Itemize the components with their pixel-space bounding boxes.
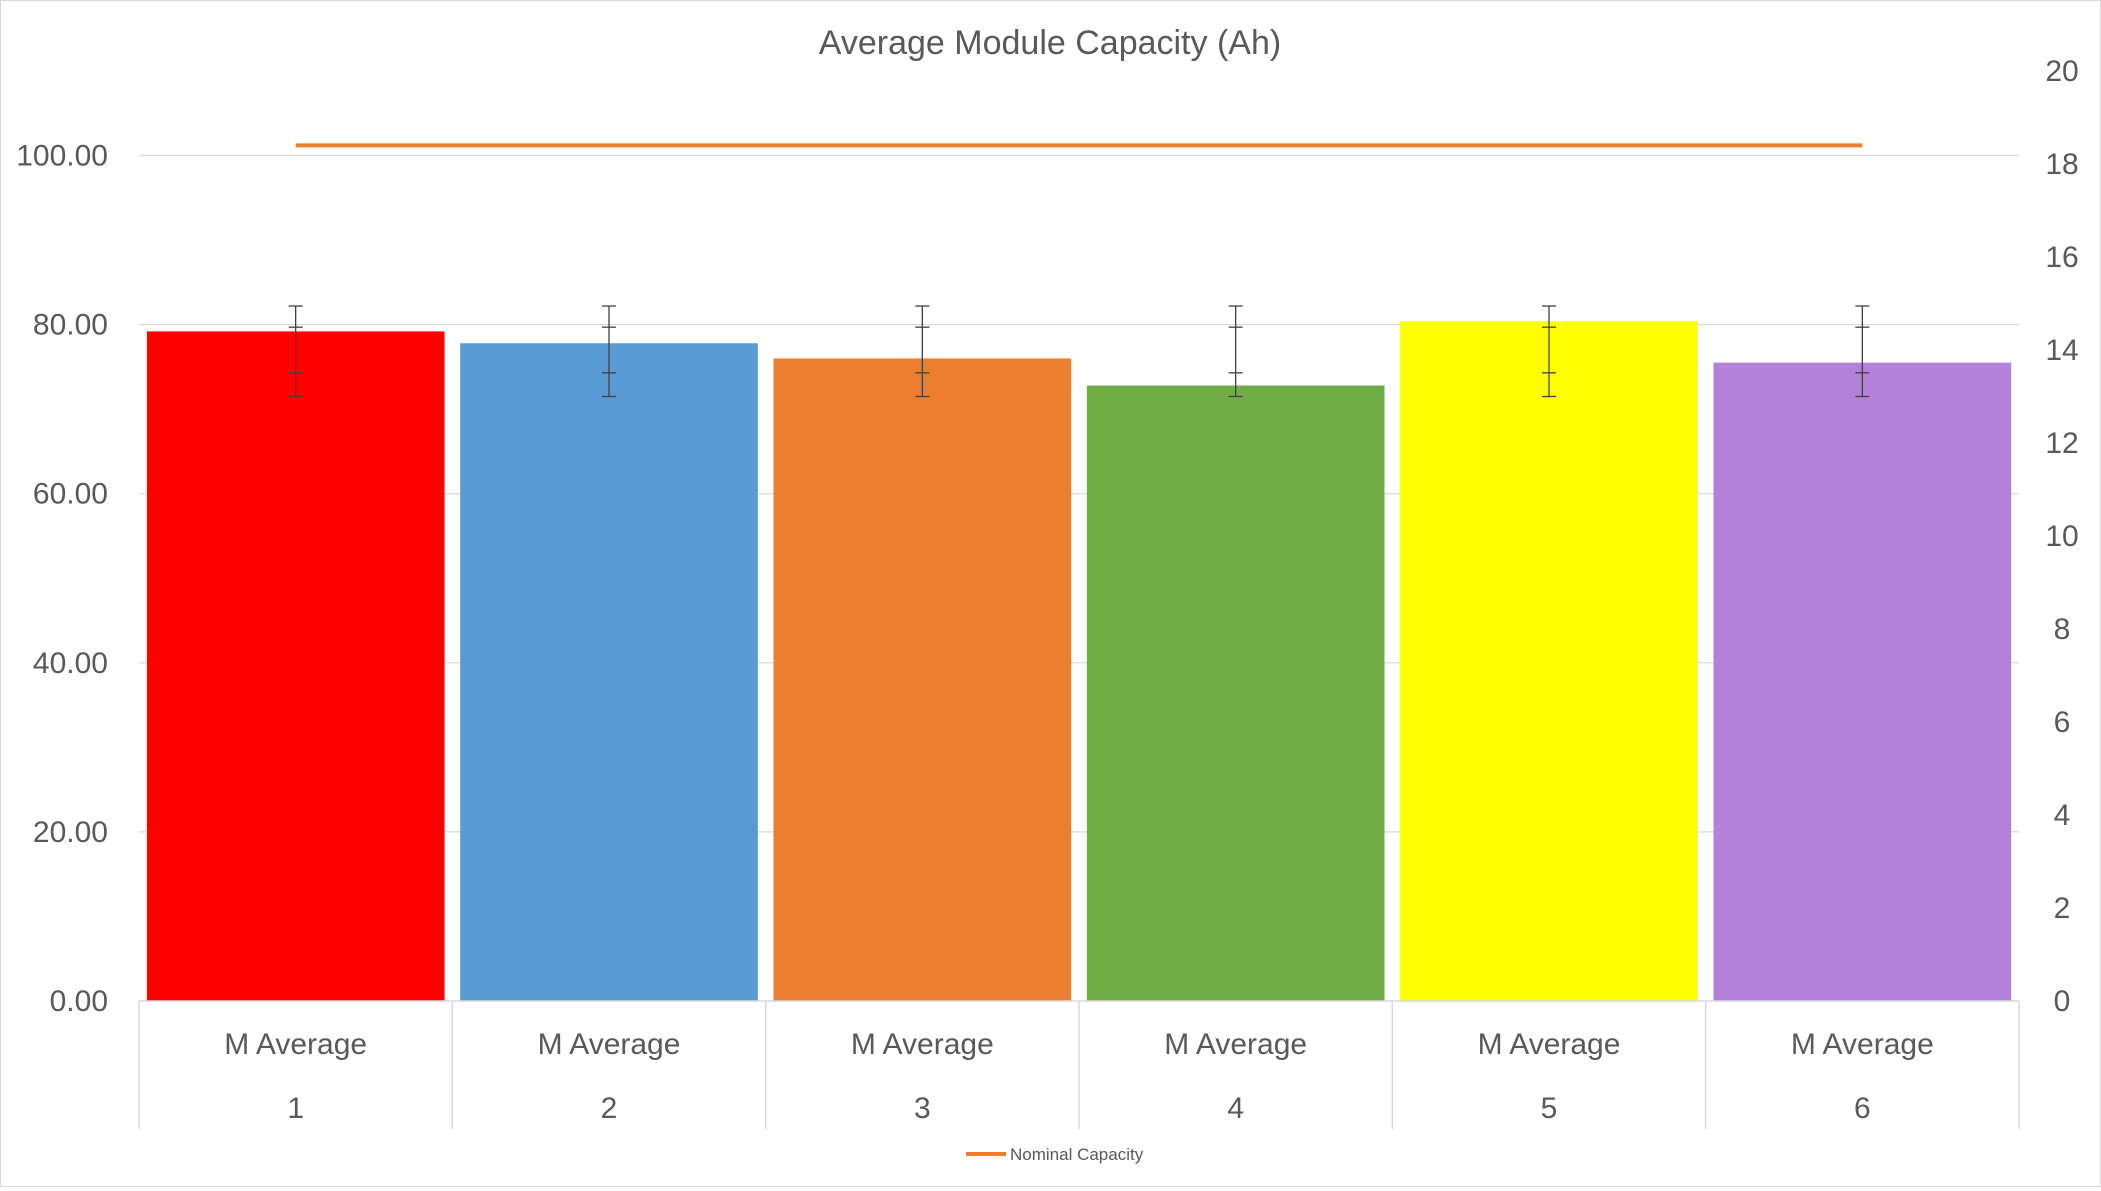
right-axis-tick-label: 6 [2054,706,2071,739]
error-bar-1 [288,305,303,398]
error-bars [288,305,1870,398]
right-axis-tick-label: 10 [2045,520,2078,553]
right-axis-tick-label: 20 [2045,55,2078,88]
error-bar-2 [602,305,616,398]
error-bar-6 [1855,305,1870,398]
error-bar-3 [915,305,930,398]
category-group-label: M Average [1478,1028,1621,1061]
bar-5 [1400,321,1698,1002]
category-sub-label: 4 [1227,1092,1244,1125]
category-axis: M Average 1 M Average 2 M Average 3 M Average 4… [138,1000,2020,1129]
error-bar-5 [1542,305,1556,398]
bar-3 [773,358,1072,1001]
gridlines [139,154,2019,833]
right-axis-tick-label: 0 [2054,985,2071,1018]
category-sub-label: 2 [601,1092,618,1125]
right-axis-tick-label: 4 [2054,799,2071,832]
left-axis-tick-label: 100.00 [16,140,108,173]
category-group-label: M Average [851,1028,994,1061]
right-axis-tick-label: 8 [2054,613,2071,646]
category-group-label: M Average [224,1028,367,1061]
legend: Nominal Capacity [966,1145,1144,1164]
category-group-label: M Average [1791,1028,1934,1061]
category-sub-label: 5 [1541,1092,1558,1125]
left-axis-tick-label: 0.00 [50,985,108,1018]
error-bar-4 [1228,305,1243,398]
right-axis-tick-label: 14 [2045,334,2078,367]
bar-4 [1086,385,1385,1001]
legend-label-nominal-capacity: Nominal Capacity [1010,1145,1144,1164]
category-sub-label: 3 [914,1092,931,1125]
bar-6 [1713,362,2012,1001]
category-group-label: M Average [538,1028,681,1061]
left-axis: 0.00 20.00 40.00 60.00 80.00 100.00 [16,140,108,1018]
left-axis-tick-label: 80.00 [33,309,108,342]
right-axis-tick-label: 2 [2054,892,2071,925]
chart-title: Average Module Capacity (Ah) [819,24,1281,62]
right-axis-tick-label: 12 [2045,427,2078,460]
category-sub-label: 1 [287,1092,304,1125]
bar-1 [146,331,445,1001]
left-axis-tick-label: 20.00 [33,816,108,849]
left-axis-tick-label: 60.00 [33,478,108,511]
right-axis: 0 2 4 6 8 10 12 14 16 18 20 [2045,55,2078,1018]
bars [146,321,2012,1002]
category-sub-label: 6 [1854,1092,1871,1125]
bar-2 [460,343,758,1002]
category-group-label: M Average [1164,1028,1307,1061]
left-axis-tick-label: 40.00 [33,647,108,680]
right-axis-tick-label: 18 [2045,148,2078,181]
right-axis-tick-label: 16 [2045,241,2078,274]
